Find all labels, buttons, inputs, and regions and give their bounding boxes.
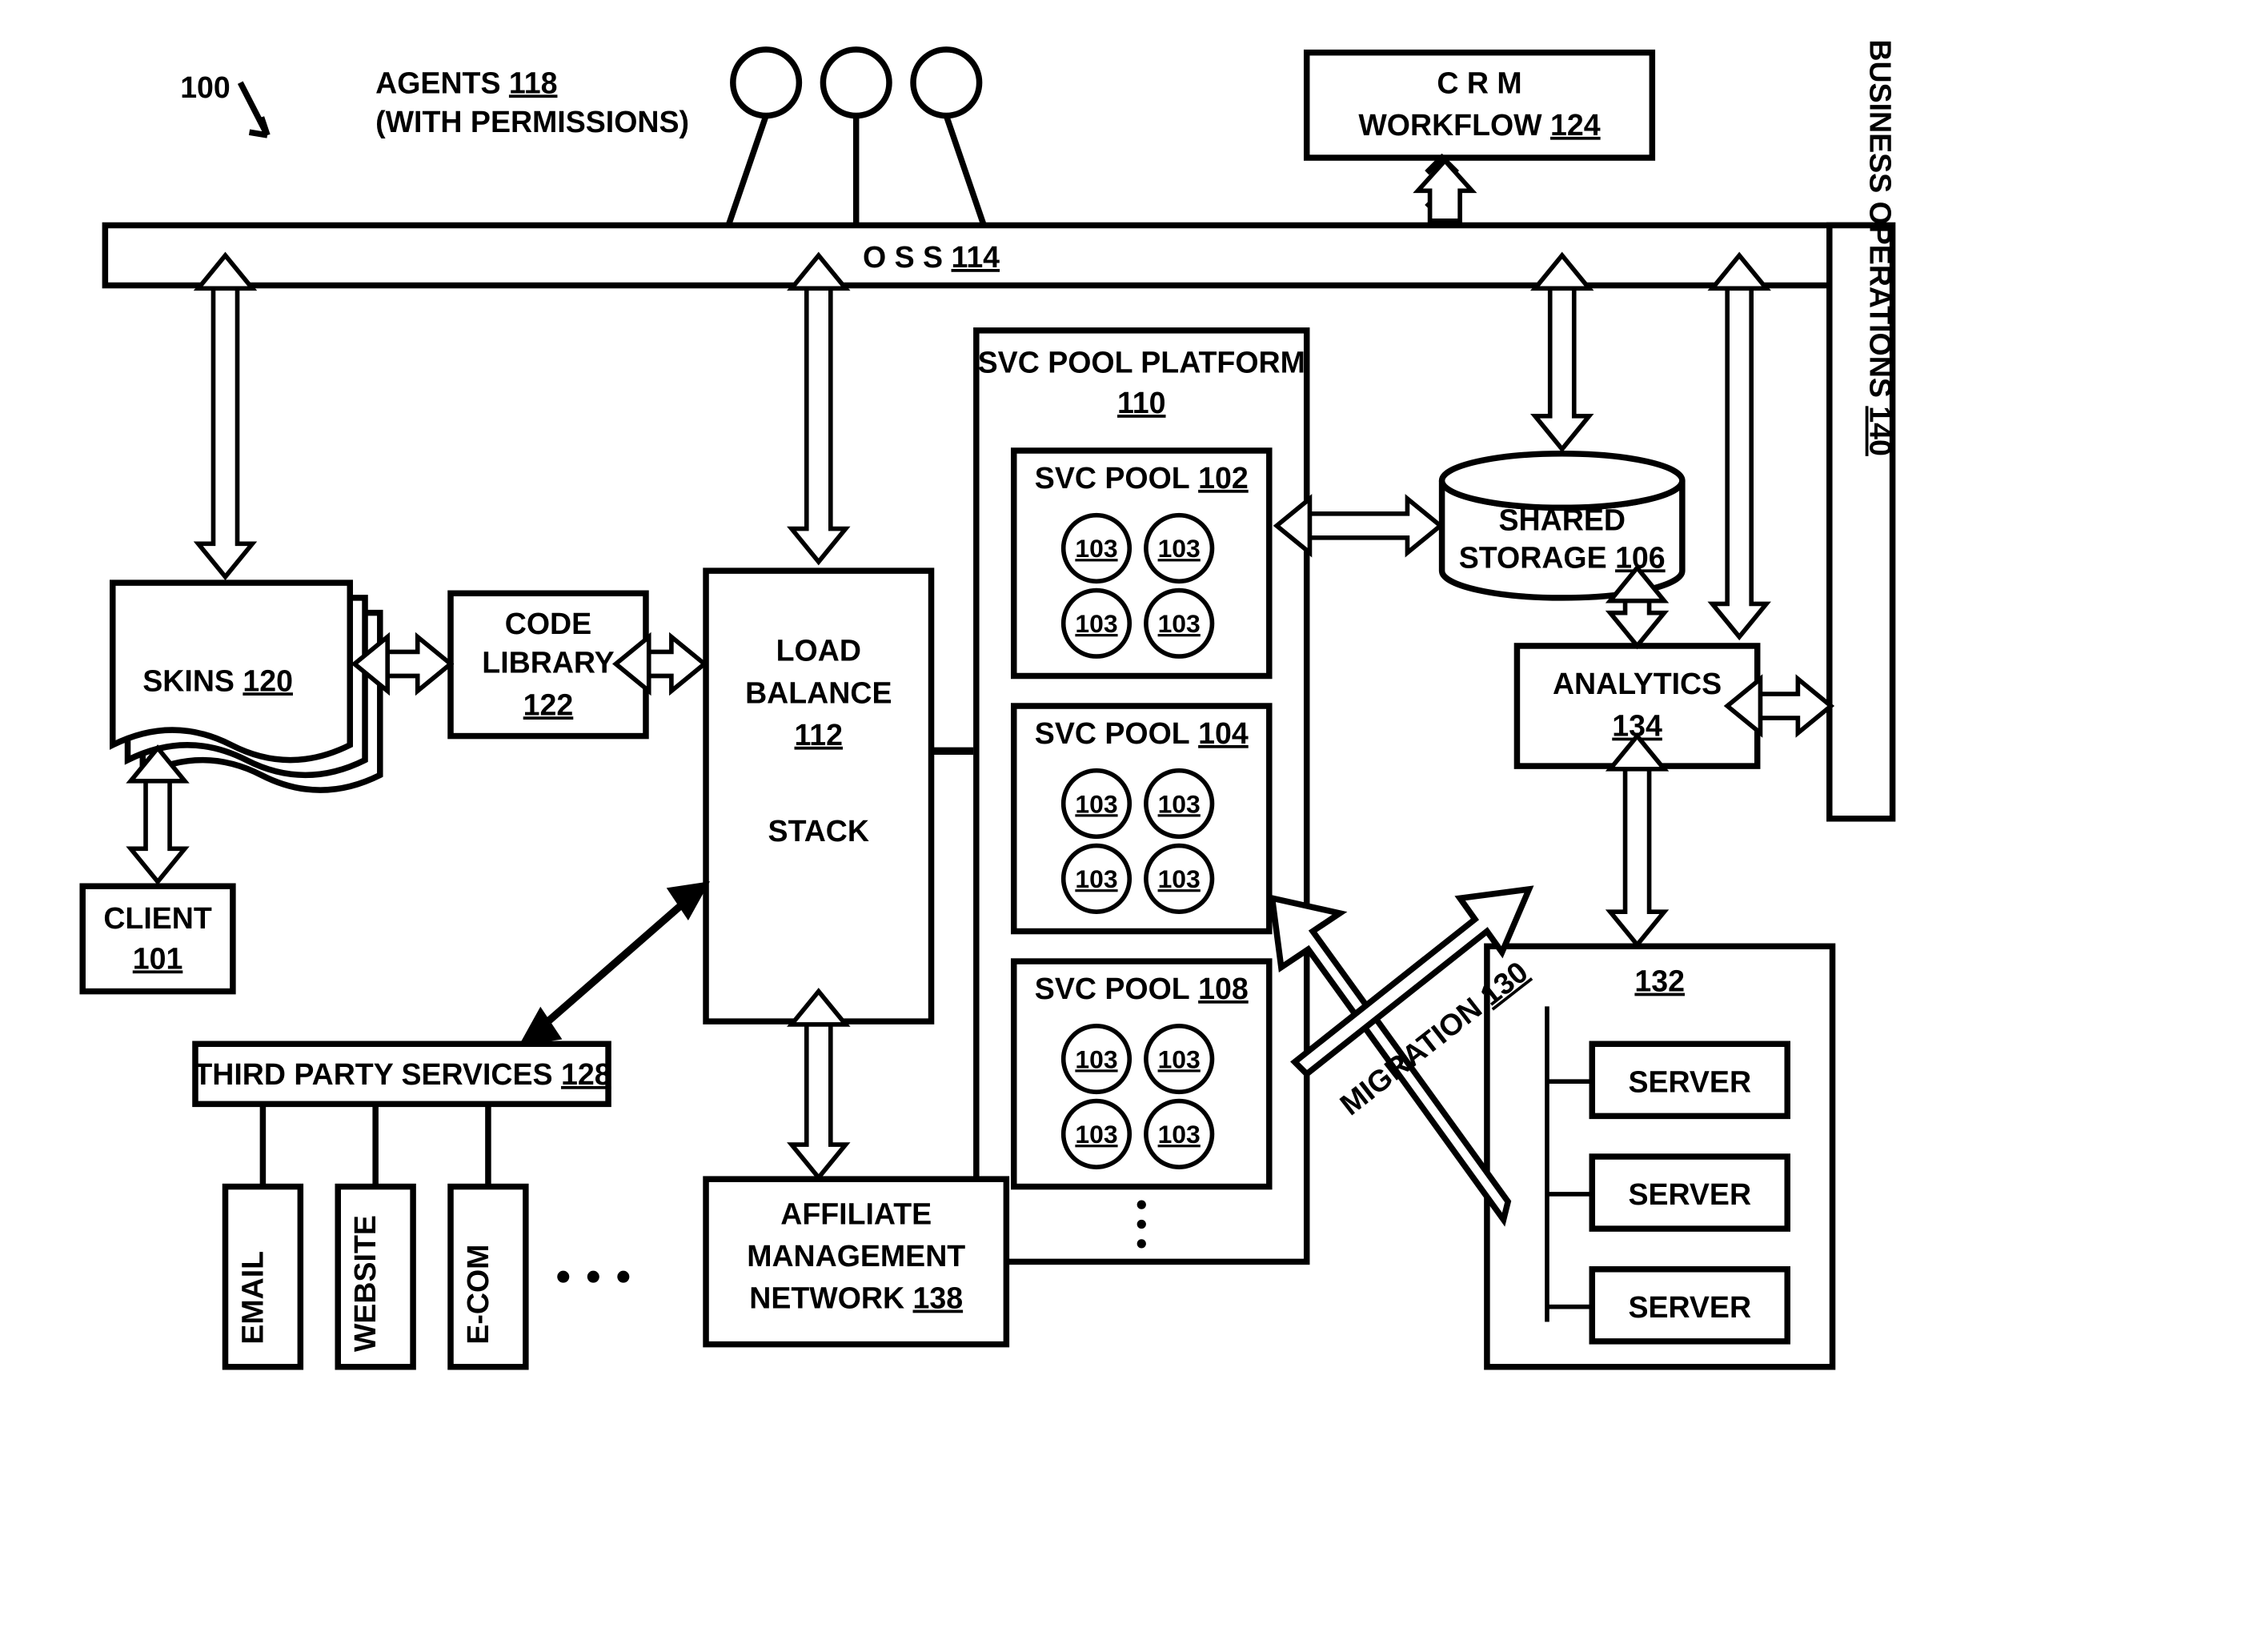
svg-text:O S S 114: O S S 114 (863, 240, 1000, 274)
svc-platform-node: SVC POOL PLATFORM 110 SVC POOL 102 SVC P… (976, 331, 1307, 1262)
svg-text:SERVER: SERVER (1628, 1177, 1751, 1211)
biz-ops-node: BUSINESS OPERATIONS 140 (1830, 39, 1898, 818)
arrow-oss-lb (792, 255, 846, 562)
agents-node: AGENTS 118 (WITH PERMISSIONS) (375, 50, 984, 226)
svg-text:WEBSITE: WEBSITE (348, 1215, 382, 1352)
figure-ref: 100 (180, 70, 267, 135)
svg-text:ANALYTICS: ANALYTICS (1553, 667, 1722, 700)
svg-text:112: 112 (795, 718, 844, 752)
svg-text:CLIENT: CLIENT (103, 901, 212, 935)
svg-text:SERVER: SERVER (1628, 1065, 1751, 1098)
load-balance-node: LOAD BALANCE 112 STACK (706, 571, 931, 1021)
svg-text:LOAD: LOAD (776, 634, 861, 668)
svg-text:SVC POOL 104: SVC POOL 104 (1035, 716, 1249, 750)
crm-node: C R M WORKFLOW 124 (1307, 53, 1653, 158)
svg-text:SHARED: SHARED (1499, 503, 1626, 536)
svg-text:132: 132 (1634, 964, 1685, 998)
svg-text:EMAIL: EMAIL (235, 1251, 269, 1345)
svc-pool-1: SVC POOL 104 (1014, 706, 1269, 931)
svg-text:C R M: C R M (1437, 66, 1521, 99)
arrow-oss-skins (198, 255, 253, 577)
third-party-node: THIRD PARTY SERVICES 128 EMAIL WEBSITE E… (194, 1044, 629, 1366)
svg-text:CODE: CODE (505, 607, 591, 640)
svg-text:110: 110 (1117, 386, 1166, 419)
svg-text:(WITH PERMISSIONS): (WITH PERMISSIONS) (375, 105, 689, 138)
svg-text:AGENTS 118: AGENTS 118 (375, 66, 557, 99)
svg-text:AFFILIATE: AFFILIATE (780, 1197, 932, 1230)
svc-pool-2: SVC POOL 108 (1014, 961, 1269, 1186)
svc-pool-0: SVC POOL 102 (1014, 451, 1269, 676)
svg-text:MANAGEMENT: MANAGEMENT (747, 1239, 965, 1273)
server-group-node: 132 SERVER SERVER SERVER (1487, 946, 1833, 1366)
svg-text:BALANCE: BALANCE (745, 676, 892, 709)
arrow-oss-analytics (1712, 255, 1766, 637)
svg-text:STACK: STACK (768, 814, 869, 848)
affiliate-node: AFFILIATE MANAGEMENT NETWORK 138 (706, 1179, 1006, 1344)
svg-text:SERVER: SERVER (1628, 1290, 1751, 1324)
svg-text:SVC POOL 108: SVC POOL 108 (1035, 972, 1249, 1005)
svg-text:SKINS 120: SKINS 120 (142, 664, 293, 697)
svg-text:LIBRARY: LIBRARY (482, 646, 614, 680)
arrow-analytics-servers (1610, 736, 1665, 945)
svg-text:100: 100 (180, 70, 231, 104)
arrow-svc-storage (1277, 499, 1441, 553)
svg-text:SVC POOL PLATFORM: SVC POOL PLATFORM (978, 345, 1305, 379)
arrow-oss-storage (1535, 255, 1590, 449)
svg-text:WORKFLOW 124: WORKFLOW 124 (1358, 108, 1600, 142)
svg-text:SVC POOL 102: SVC POOL 102 (1035, 461, 1249, 495)
oss-bar: O S S 114 (105, 225, 1870, 285)
arrow-lb-affiliate (792, 992, 846, 1178)
svg-text:E-COM: E-COM (461, 1245, 495, 1345)
migration-arrow: MIGRATION 130 (1273, 889, 1534, 1220)
architecture-diagram: 103 100 AGENTS 118 (WITH PERMISSIONS) C … (0, 0, 2253, 1652)
svg-text:101: 101 (133, 941, 183, 975)
arrow-lb-thirdparty (526, 886, 703, 1041)
arrow-skins-client (130, 748, 185, 882)
svg-text:122: 122 (523, 688, 574, 721)
client-node: CLIENT 101 (82, 886, 233, 991)
svg-text:NETWORK 138: NETWORK 138 (749, 1281, 963, 1315)
svg-text:THIRD PARTY SERVICES 128: THIRD PARTY SERVICES 128 (194, 1057, 611, 1091)
svg-text:BUSINESS OPERATIONS 140: BUSINESS OPERATIONS 140 (1863, 39, 1897, 456)
